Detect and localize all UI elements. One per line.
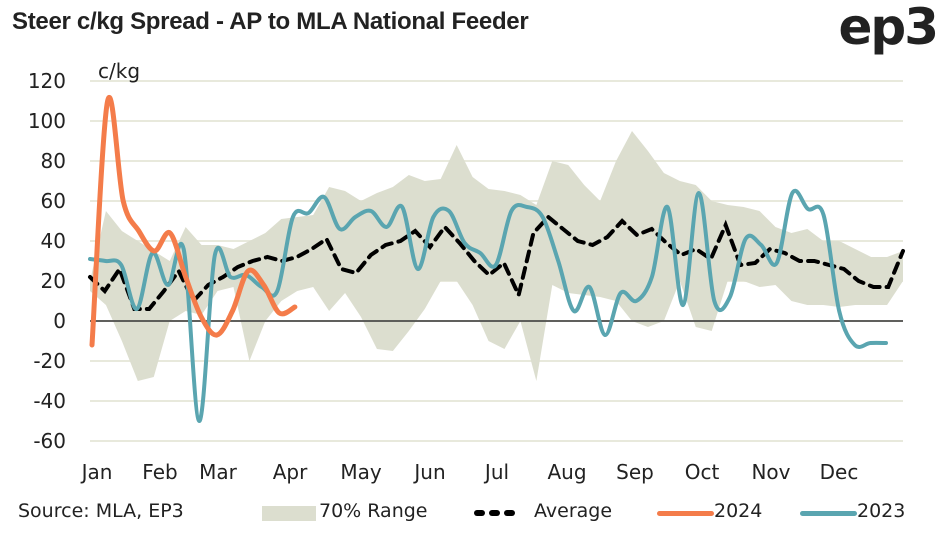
source-note: Source: MLA, EP3 <box>18 500 184 522</box>
legend-average-label: Average <box>534 500 613 522</box>
y-tick-label: 40 <box>41 229 66 253</box>
y-tick-label: 100 <box>28 109 66 133</box>
x-tick-label: Sep <box>616 460 654 484</box>
chart-title: Steer c/kg Spread - AP to MLA National F… <box>12 8 529 35</box>
x-tick-label: Jul <box>483 460 509 484</box>
y-tick-label: 20 <box>41 269 66 293</box>
y-tick-label: 60 <box>41 189 66 213</box>
y-tick-label: 120 <box>28 69 66 93</box>
y-tick-label: -20 <box>33 349 66 373</box>
legend-range-label: 70% Range <box>319 500 428 522</box>
ep3-logo: ep3 <box>838 0 939 56</box>
y-axis-unit-label: c/kg <box>98 59 140 83</box>
x-tick-label: Dec <box>820 460 859 484</box>
x-tick-label: May <box>340 460 382 484</box>
legend-2024-swatch <box>657 511 714 516</box>
x-tick-label: Jun <box>412 460 445 484</box>
x-axis-ticks: Jan Feb Mar Apr May Jun Jul Aug Sep Oct Nov Dec <box>80 460 859 484</box>
y-axis-ticks: -60 -40 -20 0 20 40 60 80 100 120 <box>28 69 66 453</box>
x-tick-label: Nov <box>751 460 790 484</box>
y-tick-label: -60 <box>33 429 66 453</box>
legend-2024-label: 2024 <box>714 500 763 522</box>
legend: Source: MLA, EP3 70% Range Average 2024 … <box>0 496 941 530</box>
x-tick-label: Oct <box>685 460 720 484</box>
legend-range-swatch <box>262 506 316 521</box>
x-tick-label: Feb <box>142 460 177 484</box>
legend-2023-swatch <box>800 511 857 516</box>
legend-2023-label: 2023 <box>857 500 906 522</box>
series-2024-line <box>89 95 298 348</box>
x-tick-label: Mar <box>199 460 238 484</box>
x-tick-label: Aug <box>547 460 586 484</box>
y-tick-label: 0 <box>53 309 66 333</box>
chart: -60 -40 -20 0 20 40 60 80 100 120 Jan Feb Mar Apr May… <box>28 59 905 484</box>
legend-average-swatch <box>474 510 515 516</box>
x-tick-label: Apr <box>273 460 308 484</box>
series-2023-line <box>88 188 888 424</box>
y-tick-label: 80 <box>41 149 66 173</box>
y-tick-label: -40 <box>33 389 66 413</box>
x-tick-label: Jan <box>80 460 113 484</box>
